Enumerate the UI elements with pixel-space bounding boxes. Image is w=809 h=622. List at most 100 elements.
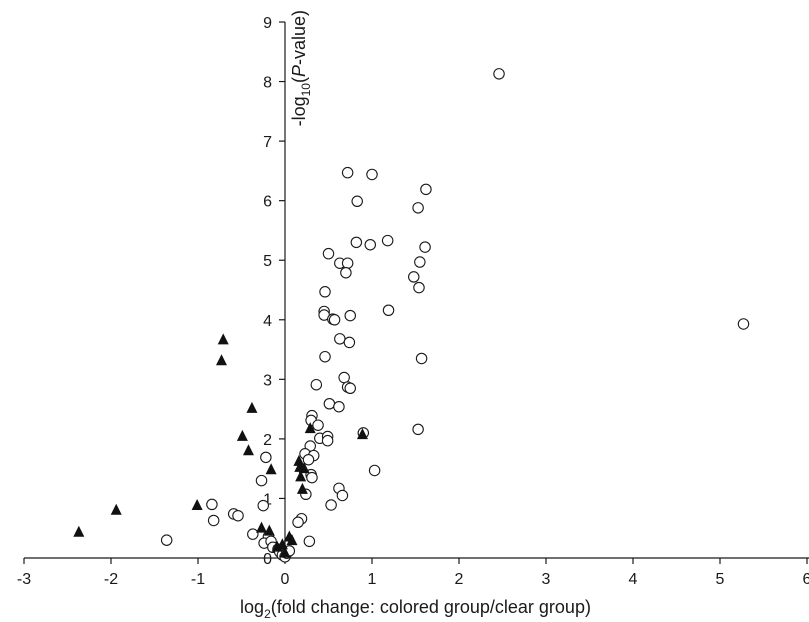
data-point-triangle [236,429,248,441]
data-points [73,68,750,563]
y-tick-label: 4 [263,313,272,330]
data-point-circle [206,498,218,511]
x-tick-label: -2 [104,571,118,588]
data-point-circle [419,241,431,253]
data-point-triangle [293,454,305,466]
data-point-triangle [110,503,122,515]
x-axis-title-rest: (fold change: colored group/clear group) [271,597,591,617]
data-point-triangle [356,428,368,440]
data-point-circle [351,195,363,208]
data-point-triangle [296,482,308,494]
x-tick-label: 0 [281,571,290,588]
data-point-circle [323,398,336,410]
data-point-circle [344,382,356,395]
data-point-triangle [279,546,291,558]
y-tick-label: 5 [263,253,272,270]
data-point-circle [413,281,425,294]
data-point-circle [737,318,750,330]
data-point-circle [408,271,420,283]
x-tick-label: -3 [17,571,31,588]
x-tick-label: 2 [455,571,464,588]
y-tick-label: 9 [263,15,272,32]
data-point-circle [232,509,244,522]
y-tick-label: 3 [263,372,272,389]
data-point-circle [312,419,324,431]
data-point-circle [350,236,363,249]
data-point-circle [319,286,331,298]
data-point-triangle [191,498,203,510]
data-point-circle [319,350,331,363]
data-point-circle [322,247,335,260]
data-point-triangle [271,540,283,552]
data-point-triangle [295,470,307,482]
data-point-triangle [217,333,229,345]
data-point-circle [420,183,432,196]
x-tick-label: 6 [803,571,809,588]
data-point-circle [334,333,346,345]
data-point-circle [368,464,381,477]
data-point-circle [412,423,424,436]
data-point-circle [364,238,377,251]
data-point-triangle [286,534,298,546]
data-point-triangle [265,463,277,475]
axis-titles: -log10(P-value) log2(fold change: colore… [240,10,591,621]
data-point-circle [340,266,352,279]
data-point-triangle [215,354,227,366]
data-point-circle [341,166,354,179]
data-point-circle [381,234,394,247]
data-point-circle [412,202,424,214]
data-point-circle [257,499,269,512]
data-point-circle [336,489,349,502]
data-point-circle [255,474,268,487]
data-point-circle [341,257,354,269]
data-point-circle [366,168,378,181]
data-point-circle [247,528,259,540]
data-point-circle [344,309,356,322]
y-tick-label: 7 [263,134,272,151]
data-point-circle [415,352,428,365]
data-point-circle [325,499,337,511]
data-point-circle [343,336,356,349]
data-point-circle [328,314,341,326]
x-axis-title-base: log [240,597,264,617]
y-tick-label: 6 [263,194,272,211]
y-axis-title-italic: P [289,65,309,77]
data-point-circle [292,516,304,529]
data-point-triangle [298,462,310,474]
x-tick-label: 4 [629,571,638,588]
data-point-circle [321,434,334,447]
ticks: -3 -2 -1 0 1 2 3 4 5 6 0 1 2 3 4 5 6 7 8 9 [17,15,809,588]
data-point-circle [333,400,345,413]
data-point-triangle [73,525,85,537]
x-tick-label: 1 [368,571,377,588]
data-point-triangle [304,422,316,434]
data-point-circle [310,378,323,391]
y-axis-title-close: -value) [289,10,309,65]
y-axis-title: -log10(P-value) [289,10,313,126]
data-point-triangle [263,524,275,536]
x-tick-label: 5 [716,571,725,588]
y-tick-label: 0 [263,551,272,568]
y-axis-title-sub: 10 [299,83,313,97]
data-point-triangle [256,521,268,533]
data-point-circle [382,304,395,316]
data-point-circle [306,471,318,484]
data-point-circle [160,534,173,546]
data-point-circle [338,371,350,384]
data-point-circle [493,68,505,80]
data-point-circle [260,451,272,464]
data-point-circle [302,453,315,466]
x-axis-title-sub: 2 [264,607,271,621]
y-axis-title-open: ( [289,77,309,83]
x-axis-title: log2(fold change: colored group/clear gr… [240,597,591,621]
axes [24,22,809,559]
x-tick-label: -1 [191,571,205,588]
data-point-triangle [246,401,258,413]
data-point-circle [207,514,220,527]
y-tick-label: 8 [263,75,272,92]
y-tick-label: 2 [263,432,272,449]
data-point-circle [303,535,316,548]
data-point-triangle [242,444,254,456]
y-tick-label: 1 [263,491,272,508]
